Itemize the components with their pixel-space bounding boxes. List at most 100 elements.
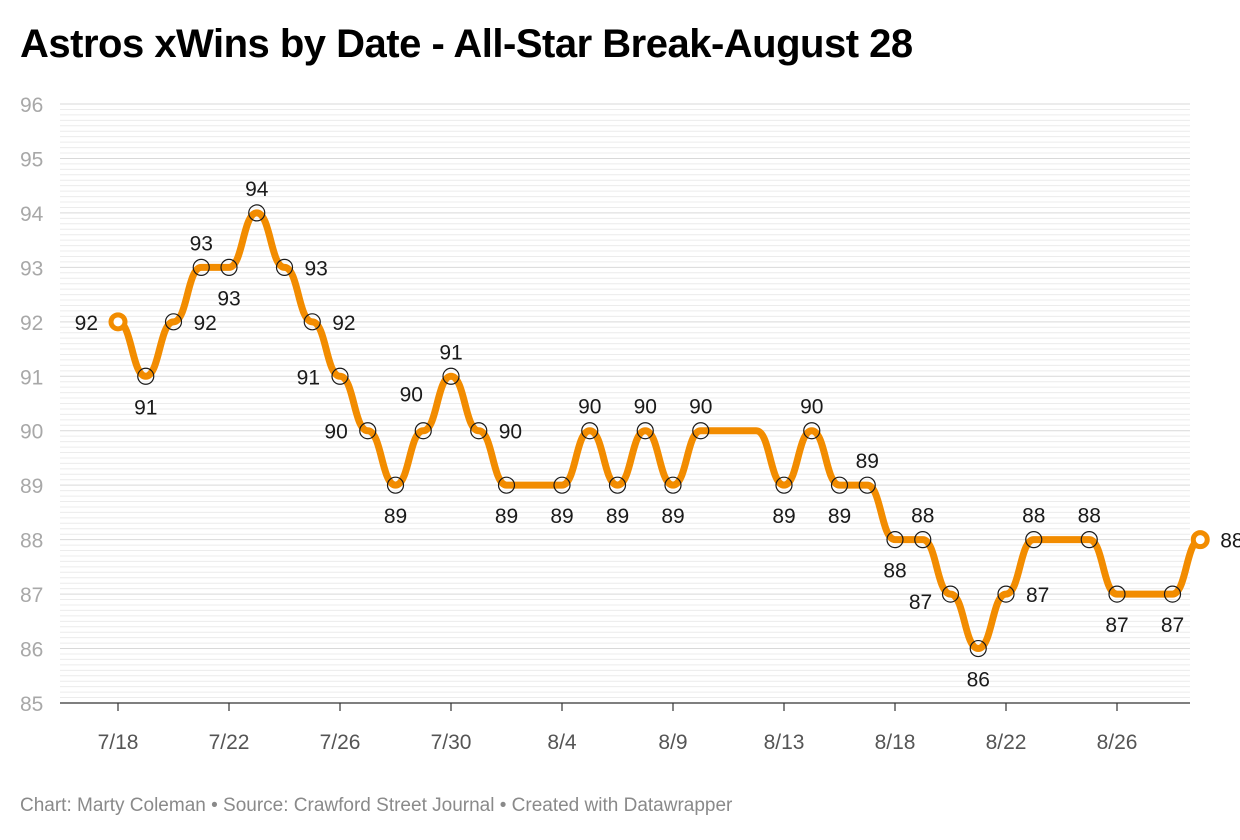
data-label: 87: [1161, 614, 1184, 637]
y-tick-label: 95: [20, 148, 43, 171]
data-point-marker: [830, 476, 849, 494]
data-label: 93: [190, 232, 213, 255]
data-label: 90: [324, 421, 347, 444]
series-line: [114, 209, 1204, 653]
data-point-marker: [442, 367, 460, 385]
data-label: 87: [1105, 614, 1128, 637]
x-tick-label: 7/30: [431, 731, 472, 754]
data-point-marker: [775, 476, 793, 494]
gridlines: [60, 103, 1190, 704]
y-tick-label: 96: [20, 94, 43, 117]
data-point-marker: [220, 258, 238, 276]
x-tick-label: 7/18: [98, 731, 139, 754]
series-xwins: [114, 209, 1204, 653]
data-point-marker: [803, 422, 821, 440]
data-point-marker: [997, 585, 1015, 603]
data-label: 93: [217, 287, 240, 310]
y-tick-label: 93: [20, 257, 43, 280]
data-point-marker: [886, 531, 904, 549]
data-label: 92: [194, 312, 217, 335]
data-point-marker: [331, 367, 349, 385]
chart-footer: Chart: Marty Coleman • Source: Crawford …: [20, 795, 733, 816]
data-point-marker: [664, 476, 682, 494]
data-label: 86: [967, 669, 990, 692]
data-point-marker: [497, 476, 516, 494]
data-point-marker: [1080, 531, 1098, 549]
data-point-marker: [192, 258, 210, 276]
data-point-marker: [248, 204, 266, 222]
data-label: 89: [495, 505, 518, 528]
endpoint-marker: [1190, 530, 1210, 550]
data-label: 92: [332, 312, 355, 335]
data-point-marker: [1163, 585, 1182, 603]
data-point-marker: [969, 639, 987, 658]
data-label: 89: [828, 505, 851, 528]
data-label: 89: [856, 450, 879, 473]
data-label: 90: [800, 396, 823, 419]
data-label: 88: [1078, 505, 1101, 528]
x-tick-label: 8/4: [547, 731, 577, 754]
data-label: 88: [1022, 505, 1045, 528]
y-tick-label: 85: [20, 693, 43, 716]
data-point-marker: [303, 313, 321, 331]
data-label: 90: [634, 396, 657, 419]
x-axis: 7/18 7/22 7/26 7/30 8/4 8/9 8/13 8/18 8/22 8/26: [98, 703, 1138, 754]
y-tick-label: 92: [20, 312, 43, 335]
data-label: 94: [245, 178, 269, 201]
x-tick-label: 8/22: [986, 731, 1027, 754]
data-point-marker: [636, 422, 654, 440]
data-point-marker: [1108, 585, 1126, 603]
data-point-marker: [941, 585, 960, 603]
data-label: 92: [75, 312, 98, 335]
y-tick-label: 86: [20, 639, 43, 662]
data-label: 87: [909, 591, 932, 614]
data-label: 89: [606, 505, 629, 528]
data-point-marker: [414, 422, 432, 440]
x-tick-label: 8/18: [875, 731, 916, 754]
endpoint-marker: [108, 312, 128, 332]
data-point-marker: [858, 476, 876, 494]
data-point-marker: [581, 422, 599, 440]
data-label: 91: [439, 341, 462, 364]
data-label: 89: [661, 505, 684, 528]
y-tick-label: 89: [20, 475, 43, 498]
chart-title: Astros xWins by Date - All-Star Break-Au…: [20, 22, 913, 66]
data-label: 89: [772, 505, 795, 528]
y-tick-label: 94: [20, 203, 44, 226]
data-point-marker: [608, 476, 627, 494]
x-tick-label: 8/13: [764, 731, 805, 754]
data-label: 87: [1026, 584, 1049, 607]
x-tick-label: 7/22: [209, 731, 250, 754]
x-tick-label: 8/26: [1097, 731, 1138, 754]
x-tick-label: 7/26: [320, 731, 361, 754]
data-point-marker: [164, 313, 183, 331]
data-point-marker: [359, 422, 377, 440]
data-label: 90: [400, 384, 423, 407]
data-point-marker: [1025, 531, 1043, 549]
y-tick-label: 87: [20, 584, 43, 607]
data-label: 89: [384, 505, 407, 528]
data-label: 88: [911, 505, 934, 528]
data-point-marker: [914, 531, 932, 549]
y-tick-label: 90: [20, 421, 43, 444]
data-markers: [108, 204, 1210, 658]
data-point-marker: [692, 422, 710, 440]
data-point-marker: [553, 476, 571, 494]
y-tick-label: 91: [20, 366, 43, 389]
data-label: 93: [305, 257, 328, 280]
data-point-marker: [386, 476, 405, 494]
data-label: 90: [578, 396, 601, 419]
data-label: 90: [689, 396, 712, 419]
data-label: 91: [297, 366, 320, 389]
data-label: 88: [1220, 530, 1240, 553]
y-axis: 85 86 87 88 89 90 91 92 93 94 95 96: [20, 94, 44, 716]
data-point-marker: [137, 367, 155, 385]
data-label: 91: [134, 396, 157, 419]
data-label: 90: [499, 421, 522, 444]
y-tick-label: 88: [20, 530, 43, 553]
x-tick-label: 8/9: [658, 731, 687, 754]
data-point-marker: [275, 258, 294, 276]
data-label: 88: [883, 560, 906, 583]
data-label: 89: [550, 505, 573, 528]
